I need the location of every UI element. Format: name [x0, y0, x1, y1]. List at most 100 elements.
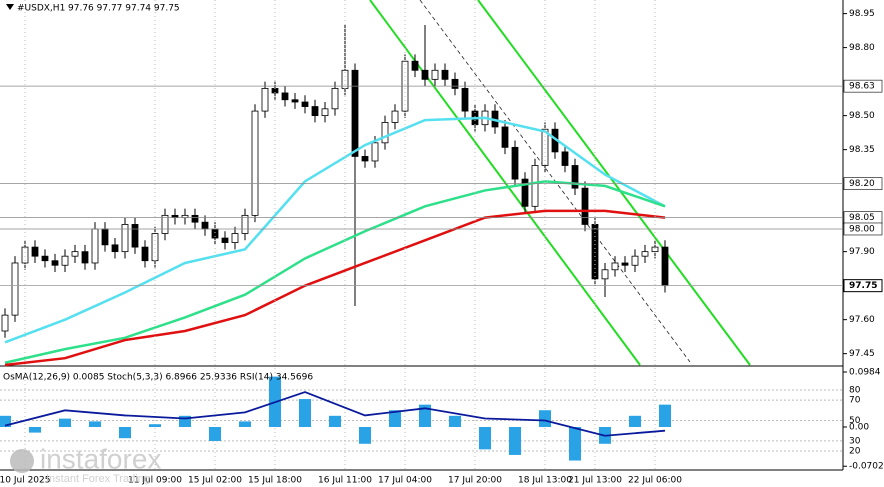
current-price-label: 97.75 — [849, 281, 877, 291]
candle-body — [51, 260, 59, 266]
osma-tick-label: 0.00 — [849, 423, 869, 433]
watermark-logo — [10, 449, 34, 473]
osma-bar — [569, 427, 581, 461]
candle-body — [541, 128, 549, 166]
candle-body — [631, 255, 639, 266]
x-tick-label: 17 Jul 04:00 — [378, 476, 432, 486]
candle-body — [101, 228, 109, 246]
plot — [1, 0, 751, 367]
osma-bar — [29, 427, 41, 433]
candle-body — [341, 69, 349, 89]
candle-body — [61, 255, 69, 266]
y-tick-label: 97.90 — [849, 247, 875, 257]
candle-body — [411, 60, 419, 71]
candle-body — [201, 221, 209, 230]
moving-average — [4, 209, 666, 367]
osc-tick-label: 30 — [849, 436, 861, 446]
candle-body — [301, 101, 309, 107]
candle-body — [191, 214, 199, 223]
osma-bar — [479, 427, 491, 450]
candle-body — [531, 165, 539, 207]
watermark-subtext: Instant Forex Trading — [46, 473, 150, 485]
candle-body — [331, 88, 339, 110]
osc-tick-label: 70 — [849, 396, 861, 406]
level-box — [843, 79, 883, 93]
candle-body — [361, 156, 369, 162]
x-tick-label: 10 Jul 2025 — [0, 476, 50, 486]
ohlc-label: 97.76 97.77 97.74 97.75 — [68, 4, 180, 14]
osma-bar — [419, 404, 431, 427]
candle-body — [251, 110, 259, 216]
osma-tick-label: 0.0984 — [849, 368, 881, 378]
osma-bar — [539, 410, 551, 427]
candle-body — [561, 151, 569, 166]
x-tick-label: 15 Jul 02:00 — [188, 476, 242, 486]
candle-body — [141, 246, 149, 262]
candle-body — [111, 244, 119, 253]
level-label: 98.05 — [849, 213, 875, 223]
symbol-title: #USDX,H1 — [17, 4, 65, 14]
x-tick-label: 21 Jul 13:00 — [568, 476, 622, 486]
x-tick-label: 11 Jul 09:00 — [128, 476, 182, 486]
candle-body — [1, 314, 9, 332]
osma-bar — [629, 415, 641, 427]
osma-bar — [149, 424, 161, 427]
candle-body — [311, 106, 319, 117]
watermark: instaforex Instant Forex Trading — [10, 443, 161, 485]
osma-bar — [389, 410, 401, 427]
x-tick-label: 18 Jul 13:00 — [518, 476, 572, 486]
osma-tick-label: -0.0702 — [849, 462, 884, 472]
candle-body — [291, 99, 299, 103]
candle-body — [371, 142, 379, 162]
candle-body — [281, 92, 289, 101]
candle-body — [421, 69, 429, 80]
candle-body — [261, 88, 269, 112]
osma-bar — [239, 421, 251, 427]
candle-body — [621, 262, 629, 266]
candle-body — [91, 228, 99, 264]
candle-body — [21, 246, 29, 264]
osc-tick-label: 20 — [849, 447, 861, 457]
osma-bar — [89, 421, 101, 427]
candle-body — [71, 251, 79, 257]
x-tick-label: 16 Jul 11:00 — [318, 476, 372, 486]
candle-body — [651, 246, 659, 253]
y-tick-label: 98.80 — [849, 43, 875, 53]
level-label: 98.00 — [849, 224, 875, 234]
watermark-text: instaforex — [40, 443, 161, 474]
moving-average — [4, 180, 666, 364]
candle-body — [11, 262, 19, 316]
candle-body — [431, 69, 439, 80]
y-tick-label: 98.95 — [849, 9, 875, 19]
osma-bar — [299, 399, 311, 427]
candle-body — [641, 251, 649, 257]
channel-line — [477, 0, 751, 366]
candle-body — [41, 255, 49, 262]
moving-average — [4, 116, 666, 344]
candle-body — [611, 262, 619, 271]
candle-body — [451, 78, 459, 89]
osma-bar — [179, 415, 191, 427]
candle-body — [381, 122, 389, 144]
osma-bar — [509, 427, 521, 455]
arrow-icon — [6, 4, 14, 10]
y-tick-label: 98.35 — [849, 145, 875, 155]
y-tick-label: 98.50 — [849, 111, 875, 121]
level-label: 98.63 — [849, 82, 875, 92]
candle-body — [121, 224, 129, 253]
candle-body — [161, 214, 169, 234]
osma-bar — [59, 418, 71, 427]
osma-bar — [209, 427, 221, 441]
candle-body — [131, 224, 139, 248]
rsi-line — [4, 391, 666, 437]
candle-body — [351, 69, 359, 157]
indicator-header: OsMA(12,26,9) 0.0085 Stoch(5,3,3) 6.8966… — [3, 373, 313, 383]
level-label: 98.20 — [849, 179, 875, 189]
candle-body — [461, 88, 469, 112]
candle-body — [501, 126, 509, 148]
osma-bar — [0, 415, 11, 427]
osma-bar — [359, 427, 371, 444]
osc-tick-label: 80 — [849, 386, 861, 396]
